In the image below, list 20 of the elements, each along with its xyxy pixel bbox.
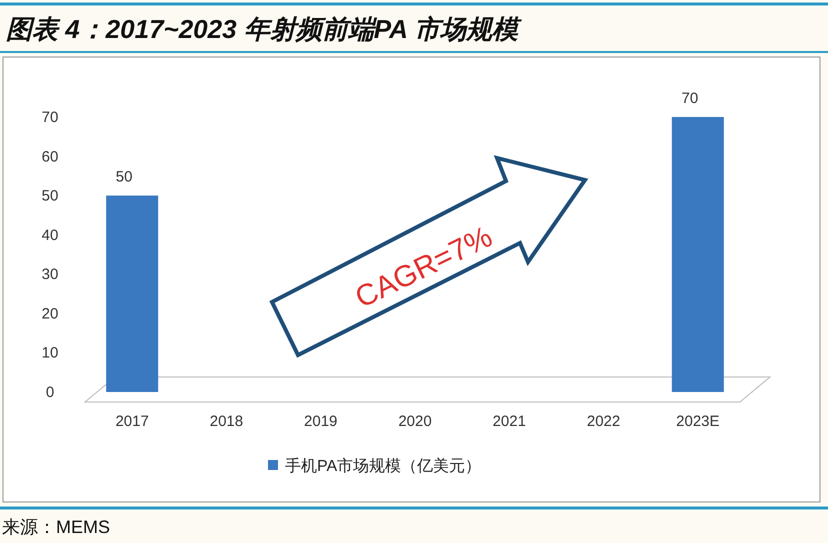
y-tick-label: 50 [42,188,58,205]
source-note: 来源：MEMS [2,517,110,537]
data-label: 50 [116,168,132,186]
y-tick-label: 20 [42,305,58,322]
x-tick-label: 2020 [398,413,432,430]
x-tick-label: 2021 [492,413,526,430]
x-tick-label: 2019 [304,413,338,430]
y-tick-label: 60 [42,148,58,166]
y-tick-label: 10 [42,344,58,362]
chart-title: 图表 4：2017~2023 年射频前端PA 市场规模 [6,14,522,44]
y-tick-label: 70 [42,109,58,126]
x-tick-label: 2023E [676,413,720,430]
y-tick-label: 0 [46,384,54,401]
x-tick-label: 2022 [586,413,620,430]
x-tick-label: 2017 [115,413,149,430]
y-tick-label: 40 [42,226,58,244]
y-tick-label: 30 [42,266,58,284]
x-tick-label: 2018 [210,413,244,430]
legend-label: 手机PA市场规模（亿美元） [285,457,482,475]
data-label: 70 [682,90,698,107]
